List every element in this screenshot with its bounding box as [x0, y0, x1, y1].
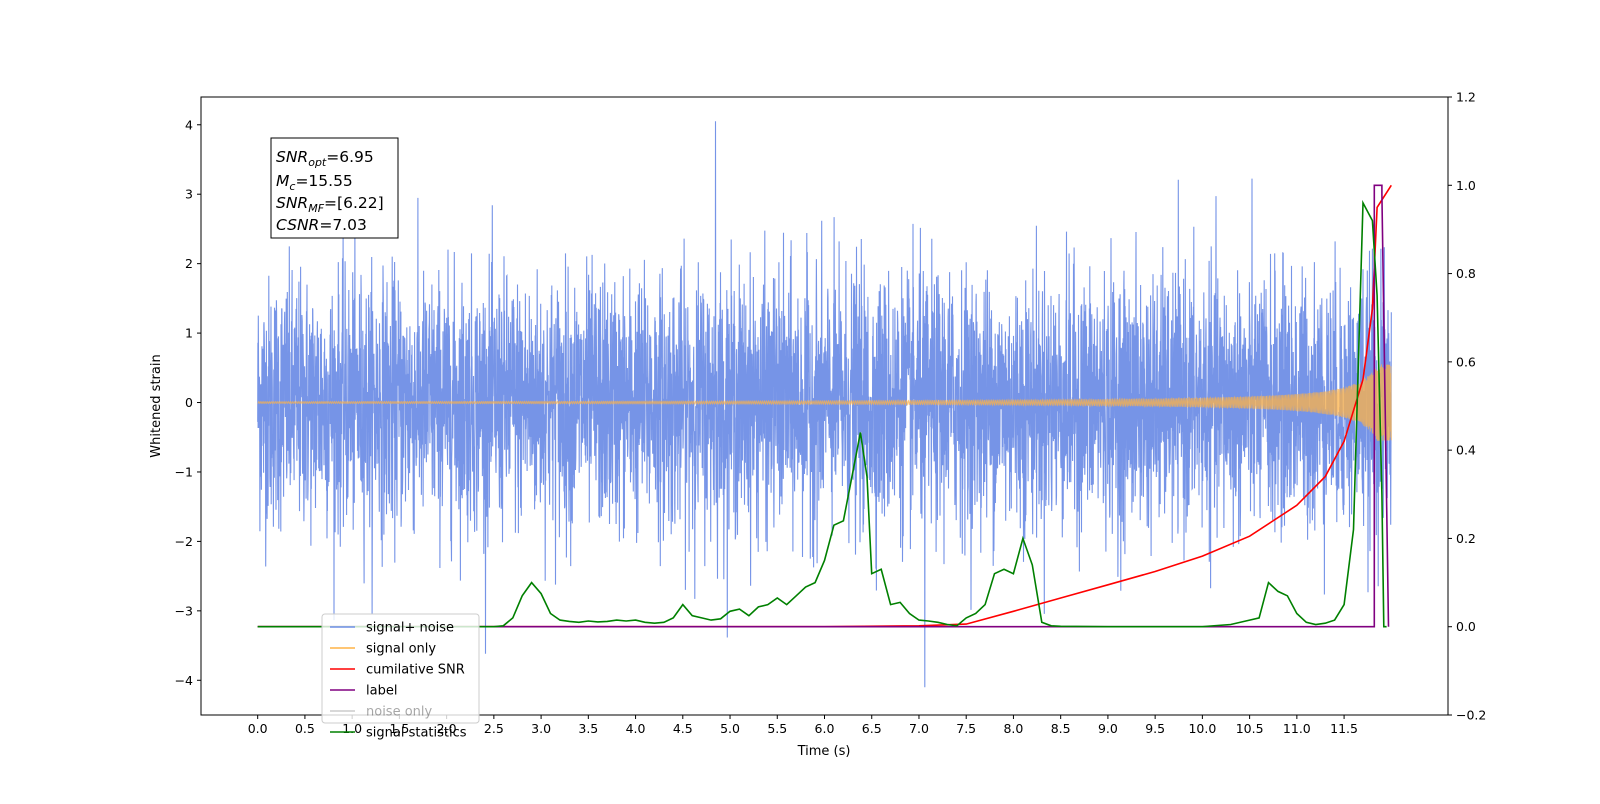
x-tick-label: 8.5: [1051, 721, 1071, 736]
x-tick-label: 4.5: [673, 721, 693, 736]
y-right-tick-label: −0.2: [1456, 708, 1486, 723]
info-mc: Mc=15.55: [276, 172, 353, 193]
x-tick-label: 2.5: [484, 721, 504, 736]
y-right-tick-label: 1.2: [1456, 90, 1476, 105]
y-left-tick-label: −4: [175, 673, 193, 688]
y-left-tick-label: 4: [185, 117, 193, 132]
info-snr-opt: SNRopt=6.95: [276, 148, 374, 169]
x-tick-label: 0.5: [295, 721, 315, 736]
x-tick-label: 9.0: [1098, 721, 1118, 736]
y-axis-right: −0.2 0.0 0.2 0.4 0.6 0.8 1.0 1.2: [1448, 90, 1486, 723]
y-left-tick-label: 3: [185, 187, 193, 202]
x-tick-label: 3.0: [531, 721, 551, 736]
y-left-tick-label: −3: [175, 603, 193, 618]
info-snr-mf: SNRMF=[6.22]: [276, 194, 384, 215]
y-left-tick-label: 0: [185, 395, 193, 410]
x-tick-label: 2.0: [437, 721, 457, 736]
info-box-frame: [270, 137, 399, 239]
info-box: SNRopt=6.95 Mc=15.55 SNRMF=[6.22] CSNR=7…: [270, 137, 399, 239]
series-layer: [257, 121, 1392, 688]
x-tick-label: 4.0: [626, 721, 646, 736]
x-tick-label: 11.0: [1283, 721, 1311, 736]
y-right-tick-label: 0.4: [1456, 443, 1476, 458]
x-tick-label: 7.0: [909, 721, 929, 736]
legend-label-noise-only: noise only: [366, 705, 433, 720]
x-tick-label: 5.0: [720, 721, 740, 736]
x-tick-label: 8.0: [1003, 721, 1023, 736]
y-left-tick-label: 2: [185, 256, 193, 271]
y-axis-left: −4 −3 −2 −1 0 1 2 3 4: [175, 117, 201, 688]
y-right-tick-label: 0.0: [1456, 619, 1476, 634]
x-tick-label: 6.5: [862, 721, 882, 736]
series-label: [257, 184, 1390, 628]
legend-frame: [321, 613, 480, 724]
y-left-tick-label: 1: [185, 326, 193, 341]
y-right-tick-label: 0.8: [1456, 266, 1476, 281]
x-tick-label: 9.5: [1145, 721, 1165, 736]
x-tick-label: 11.5: [1330, 721, 1358, 736]
x-tick-label: 7.5: [956, 721, 976, 736]
x-tick-label: 1.5: [389, 721, 409, 736]
legend-label-signal-noise: signal+ noise: [366, 621, 454, 636]
legend: signal+ noise signal only cumilative SNR la…: [321, 613, 480, 741]
y-left-tick-label: −1: [175, 464, 193, 479]
y-axis-label: Whitened strain: [149, 354, 164, 457]
series-signal-only: [257, 364, 1392, 441]
x-tick-label: 0.0: [248, 721, 268, 736]
legend-label-cumilative-snr: cumilative SNR: [366, 663, 465, 678]
x-tick-label: 3.5: [578, 721, 598, 736]
legend-label-label: label: [366, 684, 397, 699]
series-signal-noise: [257, 121, 1392, 688]
y-right-tick-label: 0.6: [1456, 354, 1476, 369]
x-tick-label: 10.5: [1236, 721, 1264, 736]
y-right-tick-label: 1.0: [1456, 178, 1476, 193]
legend-label-signal-statistics: signal statistics: [366, 726, 467, 741]
y-left-tick-label: −2: [175, 534, 193, 549]
x-tick-label: 6.0: [815, 721, 835, 736]
y-right-tick-label: 0.2: [1456, 531, 1476, 546]
x-tick-label: 5.5: [767, 721, 787, 736]
info-csnr: CSNR=7.03: [276, 216, 367, 234]
legend-label-signal-only: signal only: [366, 642, 436, 657]
x-axis-label: Time (s): [797, 744, 851, 759]
x-tick-label: 10.0: [1188, 721, 1216, 736]
series-signal-statistics: [257, 199, 1387, 628]
